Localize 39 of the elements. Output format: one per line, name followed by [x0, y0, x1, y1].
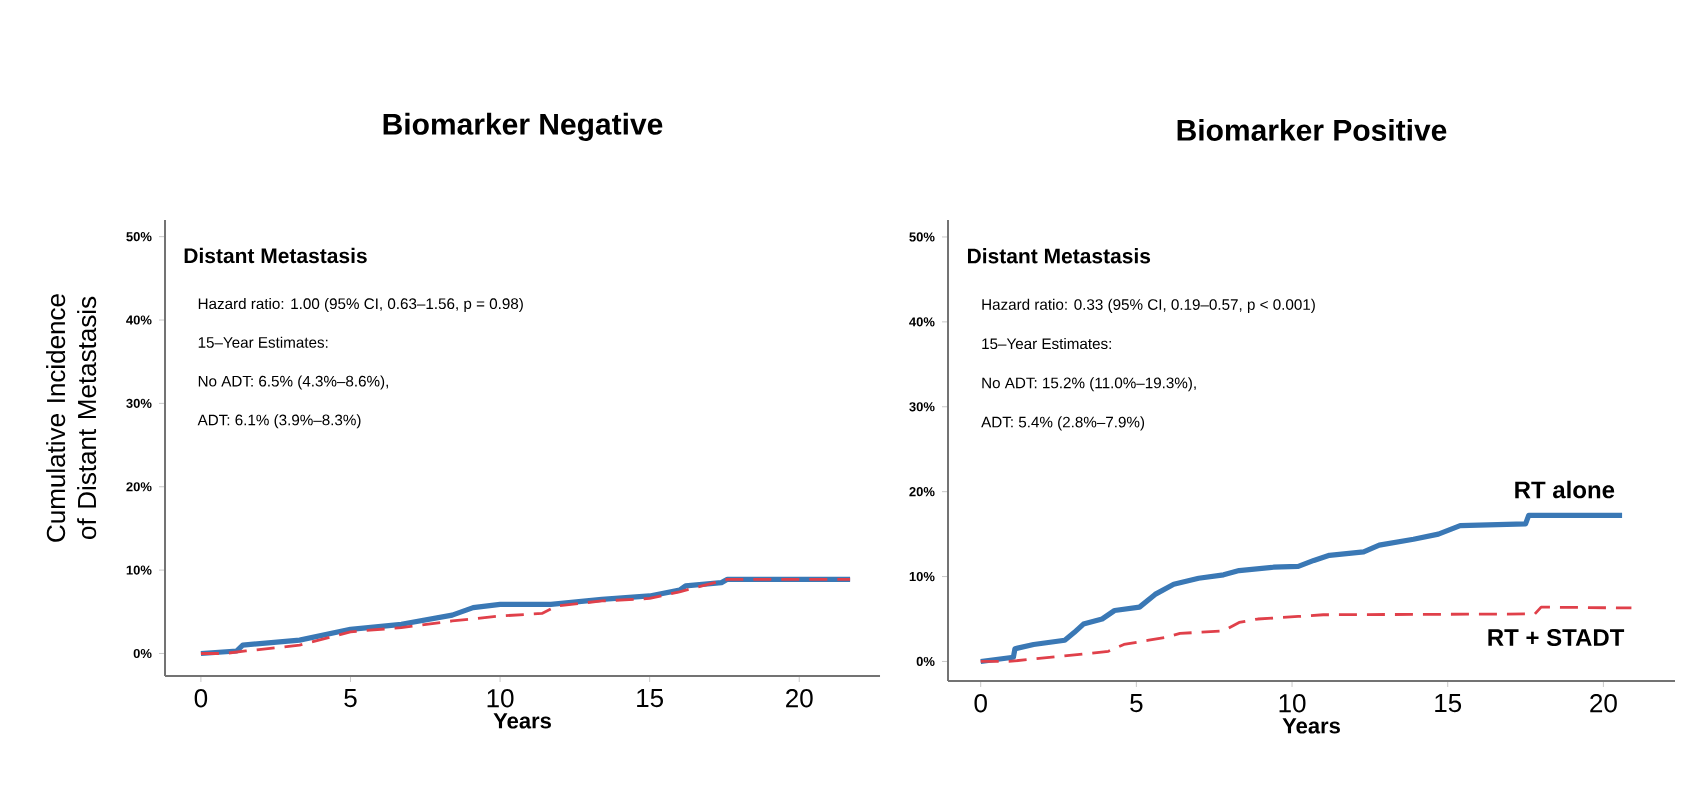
y-tick-label: 50% [126, 232, 152, 242]
x-tick-label: 20 [1590, 694, 1617, 713]
x-tick-label: 0 [974, 694, 987, 713]
y-tick-label: 30% [126, 398, 152, 409]
chart-title: Biomarker Positive [1177, 118, 1447, 141]
y-tick-label: 10% [909, 571, 935, 582]
y-tick-label: 10% [126, 565, 152, 575]
annotation: Hazard ratio: 0.33 (95% CI, 0.19–0.57, p < 0.001) [982, 298, 1315, 313]
x-axis-title: Years [493, 713, 551, 729]
y-tick-label: 20% [126, 482, 152, 492]
x-tick-label: 10 [487, 689, 514, 708]
x-tick-label: 5 [1130, 694, 1143, 713]
series-label: RT + STADT [1488, 629, 1625, 647]
y-tick-label: 40% [909, 317, 935, 327]
y-tick-label: 50% [909, 232, 935, 242]
x-tick-label: 10 [1279, 694, 1306, 713]
x-tick-label: 20 [786, 689, 813, 708]
y-tick-label: 0% [916, 656, 935, 667]
annotation: Hazard ratio: 1.00 (95% CI, 0.63–1.56, p = 0.98) [198, 297, 523, 313]
annotation: Distant Metastasis [184, 247, 367, 264]
annotation: No ADT: 15.2% (11.0%–19.3%), [982, 377, 1196, 392]
y-tick-label: 30% [909, 402, 935, 412]
x-tick-label: 5 [344, 689, 357, 708]
y-tick-label: 40% [126, 315, 152, 325]
chart-title: Biomarker Negative [383, 112, 663, 141]
annotation: 15–Year Estimates: [982, 337, 1111, 350]
series-label: RT alone [1515, 480, 1615, 499]
annotation: 15–Year Estimates: [198, 336, 328, 348]
x-tick-label: 0 [194, 689, 208, 708]
x-tick-label: 15 [1435, 694, 1462, 713]
annotation: ADT: 5.4% (2.8%–7.9%) [981, 416, 1145, 431]
annotation: No ADT: 6.5% (4.3%–8.6%), [198, 375, 388, 390]
y-tick-label: 20% [909, 487, 935, 497]
x-tick-label: 15 [637, 689, 664, 708]
x-axis-title: Years [1282, 718, 1340, 734]
annotation: Distant Metastasis [967, 248, 1151, 264]
y-axis-title: Cumulative Incidence of Distant Metastasis [46, 294, 97, 542]
y-tick-label: 0% [133, 648, 152, 659]
annotation: ADT: 6.1% (3.9%–8.3%) [197, 414, 361, 429]
